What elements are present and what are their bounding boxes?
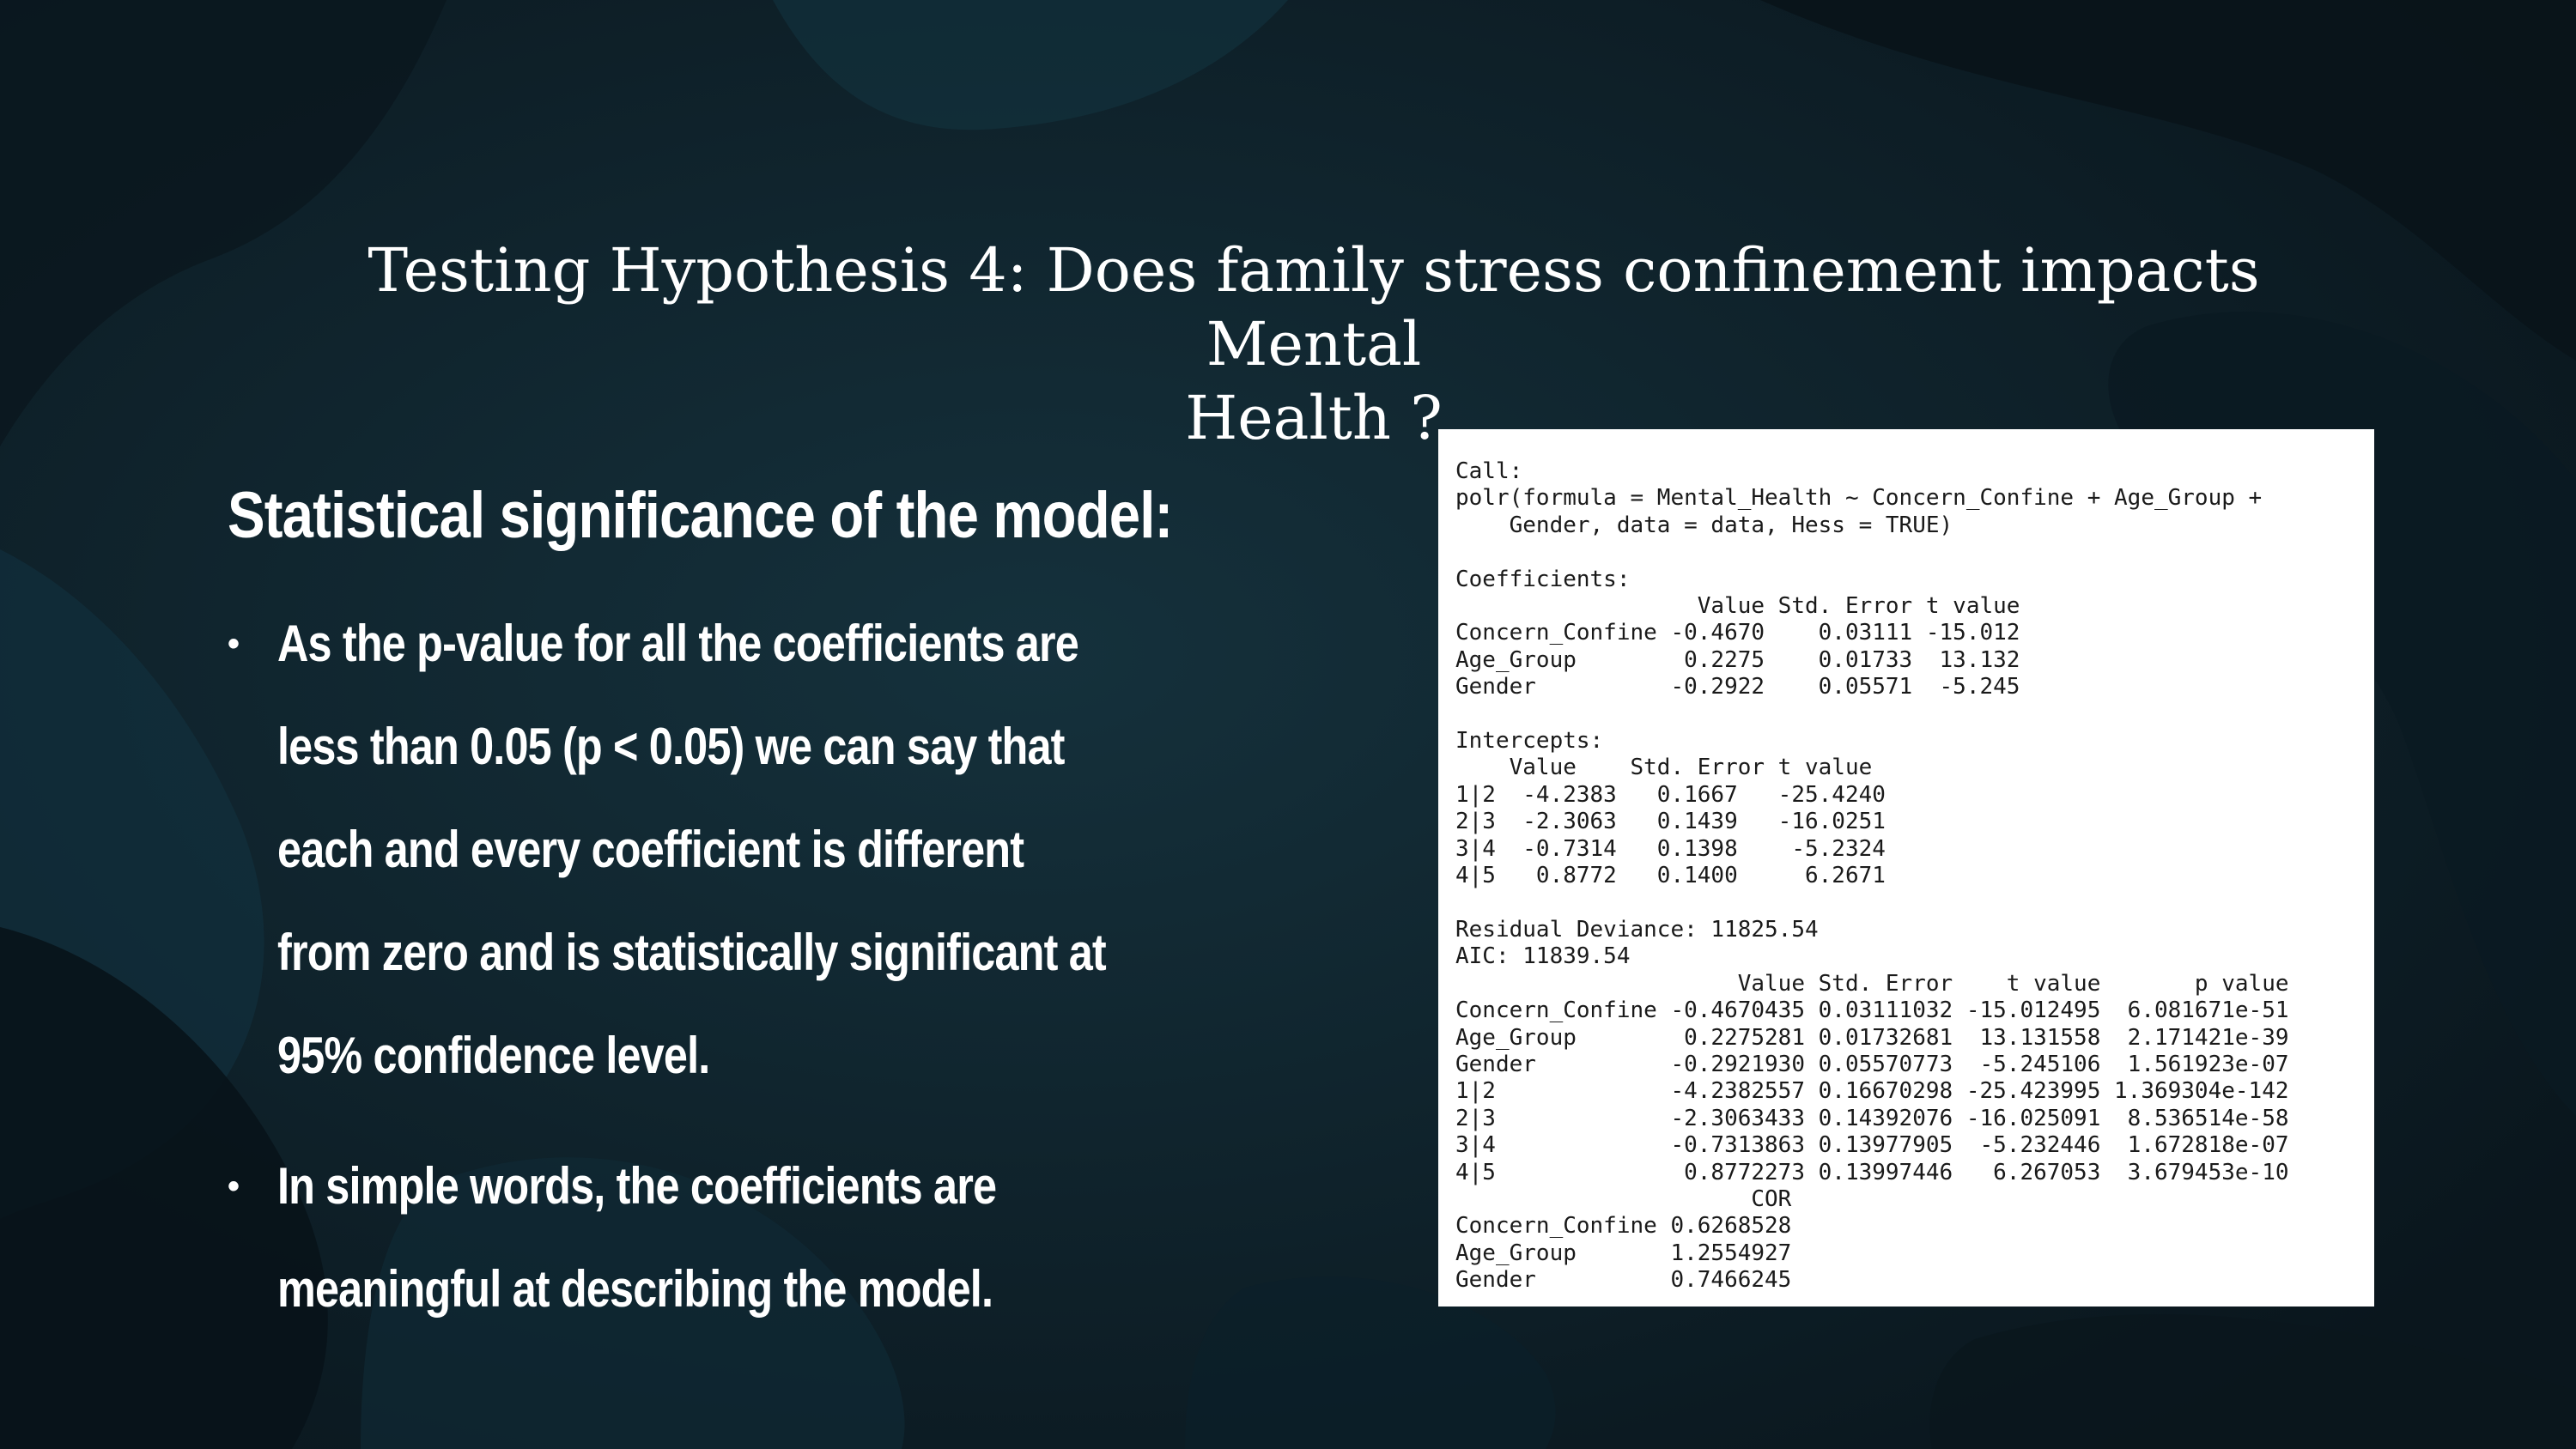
bullet-item-p-value: • As the p-value for all the coefficient… [228,592,1258,1107]
bullet-dot-icon: • [228,1167,240,1205]
slide-title-line-2: Health ? [1185,383,1443,453]
r-output-panel: Call: polr(formula = Mental_Health ~ Con… [1438,429,2374,1307]
bullet-dot-icon: • [228,625,240,663]
bullet-text: As the p-value for all the coefficients … [277,615,1107,1084]
r-output-text: Call: polr(formula = Mental_Health ~ Con… [1455,458,2289,1294]
bullet-text: In simple words, the coefficients are me… [277,1157,997,1318]
slide-title-line-1: Testing Hypothesis 4: Does family stress… [368,235,2260,379]
section-heading: Statistical significance of the model: [228,479,1173,552]
bullet-item-simple-words: • In simple words, the coefficients are … [228,1135,1258,1341]
slide-title: Testing Hypothesis 4: Does family stress… [258,233,2370,455]
